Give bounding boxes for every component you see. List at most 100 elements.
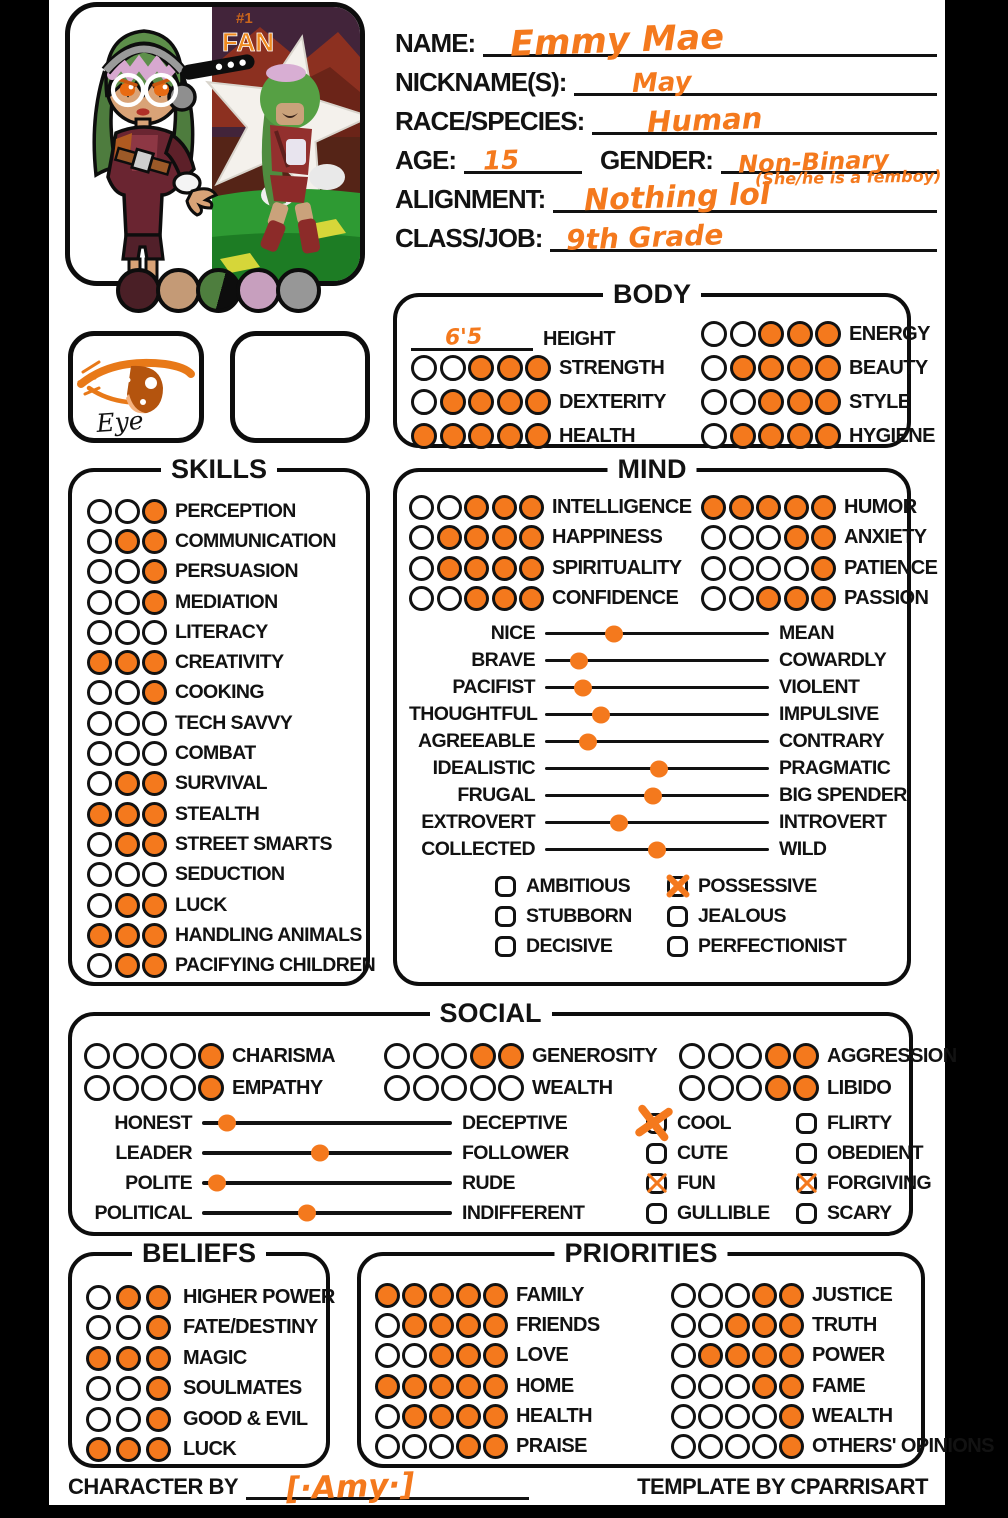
character-by-input[interactable]: [·Amy·] xyxy=(246,1467,529,1507)
rating-dot-filled[interactable] xyxy=(779,1434,804,1460)
rating-dot-empty[interactable] xyxy=(701,355,727,381)
rating-dot-filled[interactable] xyxy=(496,423,523,449)
rating-dot-empty[interactable] xyxy=(728,525,754,551)
rating-dot-filled[interactable] xyxy=(439,389,466,415)
rating-dot-filled[interactable] xyxy=(491,525,517,551)
rating-dot-empty[interactable] xyxy=(402,1343,427,1369)
rating-dot-empty[interactable] xyxy=(114,498,140,524)
checkbox-unchecked[interactable] xyxy=(796,1142,817,1164)
rating-dot-empty[interactable] xyxy=(469,1075,496,1101)
rating-dot-empty[interactable] xyxy=(409,525,434,551)
rating-dot-empty[interactable] xyxy=(671,1343,696,1369)
rating-dot-filled[interactable] xyxy=(114,922,140,948)
rating-dot-empty[interactable] xyxy=(411,355,437,381)
rating-dot-filled[interactable] xyxy=(752,1373,777,1399)
rating-dot-filled[interactable] xyxy=(483,1282,508,1308)
slider-track[interactable] xyxy=(545,625,769,642)
slider-track[interactable] xyxy=(545,679,769,696)
rating-dot-empty[interactable] xyxy=(429,1434,454,1460)
slider-handle[interactable] xyxy=(218,1114,236,1132)
rating-dot-filled[interactable] xyxy=(198,1075,224,1101)
rating-dot-filled[interactable] xyxy=(114,953,140,979)
rating-dot-filled[interactable] xyxy=(756,586,781,612)
rating-dot-empty[interactable] xyxy=(412,1075,439,1101)
rating-dot-filled[interactable] xyxy=(86,1437,111,1463)
slider-handle[interactable] xyxy=(310,1144,329,1162)
slider-track[interactable] xyxy=(545,814,769,831)
rating-dot-empty[interactable] xyxy=(142,862,167,888)
rating-dot-empty[interactable] xyxy=(114,619,140,645)
rating-dot-filled[interactable] xyxy=(456,1312,481,1338)
rating-dot-filled[interactable] xyxy=(114,771,140,797)
rating-dot-empty[interactable] xyxy=(384,1043,410,1069)
rating-dot-empty[interactable] xyxy=(409,586,434,612)
rating-dot-filled[interactable] xyxy=(786,389,813,415)
height-input[interactable]: 6'5 xyxy=(411,321,533,351)
rating-dot-filled[interactable] xyxy=(375,1373,400,1399)
rating-dot-filled[interactable] xyxy=(786,321,813,347)
rating-dot-empty[interactable] xyxy=(384,1075,410,1101)
rating-dot-filled[interactable] xyxy=(496,389,523,415)
rating-dot-filled[interactable] xyxy=(483,1434,508,1460)
rating-dot-filled[interactable] xyxy=(402,1282,427,1308)
rating-dot-filled[interactable] xyxy=(464,525,489,551)
slider-track[interactable] xyxy=(545,760,769,777)
rating-dot-empty[interactable] xyxy=(671,1312,696,1338)
rating-dot-filled[interactable] xyxy=(142,650,167,676)
rating-dot-filled[interactable] xyxy=(114,892,140,918)
rating-dot-empty[interactable] xyxy=(752,1403,777,1429)
rating-dot-empty[interactable] xyxy=(736,1075,762,1101)
rating-dot-empty[interactable] xyxy=(86,1284,111,1310)
slider-handle[interactable] xyxy=(609,814,628,831)
class-input[interactable]: 9th Grade xyxy=(550,213,937,257)
nickname-input[interactable]: May xyxy=(574,57,937,99)
name-input[interactable]: Emmy Mae xyxy=(483,17,937,65)
rating-dot-filled[interactable] xyxy=(815,423,841,449)
rating-dot-filled[interactable] xyxy=(87,801,112,827)
rating-dot-filled[interactable] xyxy=(142,528,167,554)
rating-dot-empty[interactable] xyxy=(756,525,781,551)
rating-dot-filled[interactable] xyxy=(525,389,551,415)
rating-dot-filled[interactable] xyxy=(729,423,756,449)
rating-dot-empty[interactable] xyxy=(701,321,727,347)
slider-handle[interactable] xyxy=(578,733,597,750)
rating-dot-filled[interactable] xyxy=(142,771,167,797)
slider-track[interactable] xyxy=(545,787,769,804)
slider-handle[interactable] xyxy=(592,706,610,723)
rating-dot-filled[interactable] xyxy=(464,586,489,612)
rating-dot-empty[interactable] xyxy=(412,1043,439,1069)
checkbox-unchecked[interactable] xyxy=(796,1202,817,1224)
rating-dot-filled[interactable] xyxy=(779,1343,804,1369)
rating-dot-empty[interactable] xyxy=(112,1043,139,1069)
slider-track[interactable] xyxy=(545,652,769,669)
rating-dot-empty[interactable] xyxy=(436,586,462,612)
rating-dot-empty[interactable] xyxy=(87,710,112,736)
rating-dot-filled[interactable] xyxy=(525,423,551,449)
rating-dot-empty[interactable] xyxy=(698,1312,723,1338)
rating-dot-empty[interactable] xyxy=(87,892,112,918)
rating-dot-empty[interactable] xyxy=(112,1075,139,1101)
rating-dot-empty[interactable] xyxy=(142,741,167,767)
rating-dot-empty[interactable] xyxy=(729,389,756,415)
slider-handle[interactable] xyxy=(298,1204,316,1222)
rating-dot-empty[interactable] xyxy=(701,586,726,612)
rating-dot-filled[interactable] xyxy=(142,953,167,979)
rating-dot-empty[interactable] xyxy=(671,1403,696,1429)
rating-dot-filled[interactable] xyxy=(779,1403,804,1429)
rating-dot-filled[interactable] xyxy=(114,650,140,676)
rating-dot-filled[interactable] xyxy=(764,1043,791,1069)
slider-handle[interactable] xyxy=(574,679,593,696)
rating-dot-filled[interactable] xyxy=(142,801,167,827)
rating-dot-empty[interactable] xyxy=(87,680,112,706)
rating-dot-empty[interactable] xyxy=(725,1403,750,1429)
rating-dot-filled[interactable] xyxy=(116,1437,141,1463)
rating-dot-empty[interactable] xyxy=(783,555,809,581)
checkbox-unchecked[interactable] xyxy=(667,905,688,927)
rating-dot-empty[interactable] xyxy=(436,494,462,520)
rating-dot-filled[interactable] xyxy=(198,1043,224,1069)
rating-dot-filled[interactable] xyxy=(728,494,754,520)
rating-dot-empty[interactable] xyxy=(698,1373,723,1399)
rating-dot-empty[interactable] xyxy=(87,771,112,797)
rating-dot-filled[interactable] xyxy=(786,355,813,381)
rating-dot-filled[interactable] xyxy=(752,1282,777,1308)
